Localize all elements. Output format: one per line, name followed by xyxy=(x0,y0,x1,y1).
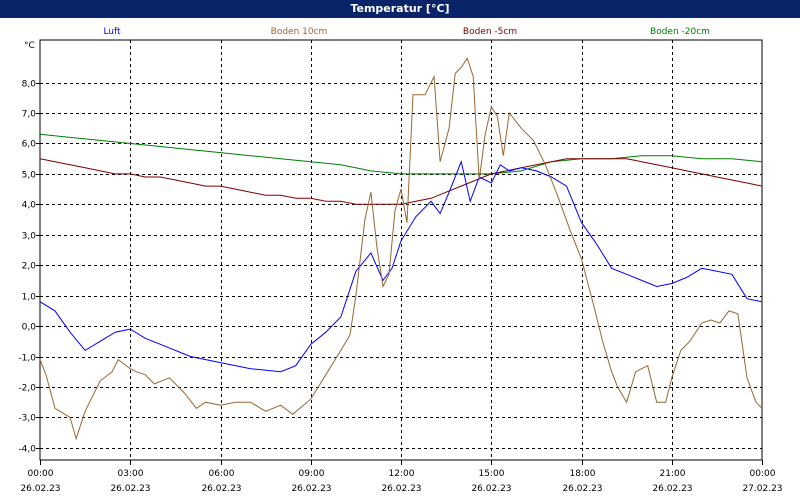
x-tick-time-label: 06:00 xyxy=(209,469,235,479)
x-tick-date-label: 27.02.23 xyxy=(742,484,782,494)
x-tick-date-label: 26.02.23 xyxy=(381,484,421,494)
series-line-boden-5cm xyxy=(39,158,763,205)
x-tick-time-label: 00:00 xyxy=(28,469,54,479)
y-axis-unit-label: °C xyxy=(24,41,35,51)
x-tick-date-label: 26.02.23 xyxy=(110,484,150,494)
y-tick-label: -2,0 xyxy=(18,384,36,394)
y-tick-label: 5,0 xyxy=(22,171,37,181)
y-tick-label: 4,0 xyxy=(22,201,37,211)
temperature-chart: °C 8,0 7,0 6,0 5,0 4,0 3,0 2,0 1,0 0,0 -1,0 -2,0 -3,… xyxy=(18,27,782,494)
x-tick-time-label: 12:00 xyxy=(389,469,415,479)
y-tick-label: 1,0 xyxy=(22,293,37,303)
series-line-boden-20cm xyxy=(39,133,763,175)
y-tick-label: 8,0 xyxy=(22,80,37,90)
y-tick-label: 2,0 xyxy=(22,262,37,272)
series-line-boden-10cm xyxy=(39,57,763,441)
x-tick-time-label: 00:00 xyxy=(750,469,776,479)
x-tick-time-label: 15:00 xyxy=(479,469,505,479)
y-tick-label: -4,0 xyxy=(18,445,36,455)
y-tick-label: -3,0 xyxy=(18,414,36,424)
chart-title: Temperatur [°C] xyxy=(0,0,800,18)
x-tick-date-label: 26.02.23 xyxy=(562,484,602,494)
legend-entry-luft: Luft xyxy=(103,27,121,37)
x-tick-time-label: 03:00 xyxy=(118,469,144,479)
legend-entry-boden-5cm: Boden -5cm xyxy=(463,27,517,37)
x-tick-time-label: 09:00 xyxy=(299,469,325,479)
legend-entry-boden-20cm: Boden -20cm xyxy=(650,27,710,37)
y-tick-label: 0,0 xyxy=(22,323,37,333)
legend-entry-boden-10cm: Boden 10cm xyxy=(271,27,328,37)
x-tick-date-label: 26.02.23 xyxy=(201,484,241,494)
y-tick-label: 7,0 xyxy=(22,110,37,120)
x-tick-date-label: 26.02.23 xyxy=(471,484,511,494)
x-tick-time-label: 21:00 xyxy=(660,469,686,479)
x-tick-date-label: 26.02.23 xyxy=(652,484,692,494)
y-tick-label: -1,0 xyxy=(18,354,36,364)
y-tick-label: 3,0 xyxy=(22,232,37,242)
x-tick-date-label: 26.02.23 xyxy=(20,484,60,494)
x-tick-date-label: 26.02.23 xyxy=(291,484,331,494)
plot-area: °C 8,0 7,0 6,0 5,0 4,0 3,0 2,0 1,0 0,0 -1,0 -2,0 -3,… xyxy=(0,18,800,500)
series-line-luft xyxy=(39,160,763,373)
x-tick-time-label: 18:00 xyxy=(570,469,596,479)
y-tick-label: 6,0 xyxy=(22,140,37,150)
